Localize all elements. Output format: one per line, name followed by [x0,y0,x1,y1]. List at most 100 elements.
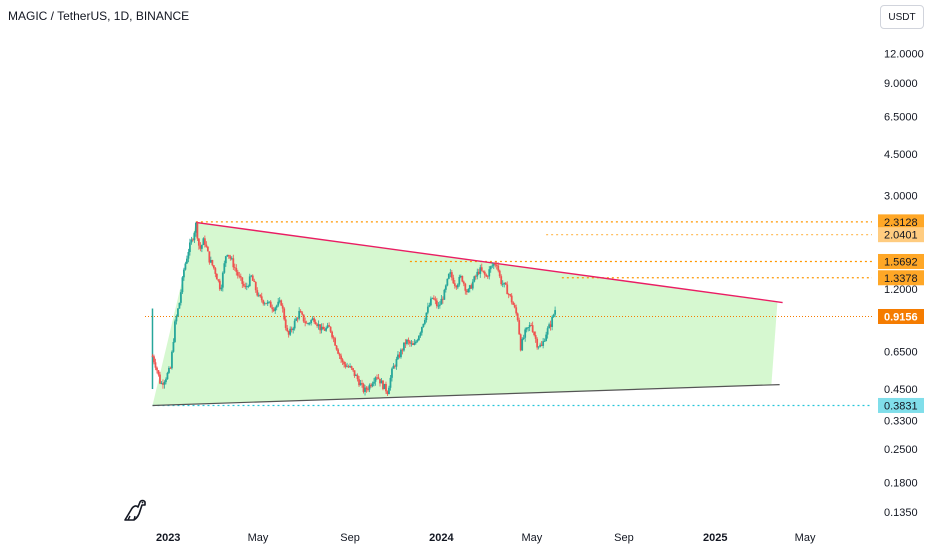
candle-body-166 [400,349,402,358]
candle-body-260 [540,344,543,346]
candle-body-153 [380,380,383,384]
candle-body-10 [166,372,169,380]
candle-body-242 [513,304,516,308]
candle-body-196 [444,285,447,290]
candle-body-265 [548,324,551,329]
candle-body-253 [530,325,533,326]
candle-body-35 [203,238,206,245]
price-badge-4 [878,308,924,324]
candle-body-91 [287,330,290,335]
y-tick-6: 1.2000 [884,284,918,296]
candle-body-67 [251,275,254,281]
candle-body-198 [447,273,450,279]
candle-body-7 [162,383,164,385]
candle-body-117 [326,325,329,328]
candle-body-24 [187,251,190,259]
candle-body-14 [172,341,175,352]
candle-body-155 [383,383,386,390]
candle-body-197 [446,278,449,286]
candle-body-229 [494,264,497,266]
candle-body-160 [391,368,393,378]
x-tick-1: May [248,532,269,544]
candle-body-264 [546,328,549,335]
candle-body-167 [401,349,404,351]
currency-button-label: USDT [888,11,916,23]
x-tick-5: Sep [614,532,634,544]
candle-body-134 [352,368,354,371]
candle-body-239 [509,294,512,296]
candle-body-230 [495,265,498,266]
candle-body-212 [468,285,471,290]
candle-body-237 [506,284,509,295]
candle-body-204 [456,284,459,288]
y-tick-7: 0.6500 [884,346,918,358]
candle-body-90 [286,327,289,331]
candle-body-200 [450,272,453,278]
candle-body-232 [498,270,501,277]
candle-body-248 [522,337,525,339]
y-tick-8: 0.4500 [884,384,918,396]
candle-body-236 [504,282,507,285]
candle-body-231 [497,265,500,271]
candle-body-79 [269,301,272,308]
candle-body-105 [308,323,311,324]
candle-body-64 [247,286,250,287]
candle-body-219 [479,267,482,274]
candle-body-150 [376,377,378,379]
candle-body-268 [552,314,555,317]
candle-body-226 [489,266,492,270]
candle-body-33 [200,245,203,249]
candle-body-29 [194,222,197,233]
currency-button[interactable]: USDT [880,5,924,29]
candle-body-131 [347,366,350,368]
candle-body-15 [174,321,176,342]
price-badge-1 [878,227,924,243]
candle-body-190 [435,300,438,307]
candle-body-162 [394,365,396,367]
candle-body-243 [515,307,518,314]
candle-body-114 [322,326,325,330]
candle-body-172 [409,341,411,344]
candle-body-175 [413,342,416,345]
candle-body-73 [260,296,263,301]
candle-body-107 [311,318,314,321]
candle-body-23 [186,258,188,264]
candle-body-97 [296,318,299,320]
candle-body-49 [224,256,227,264]
candle-body-256 [534,335,537,339]
candle-body-209 [464,283,467,291]
candle-body-16 [175,316,178,322]
candle-body-31 [197,238,200,246]
candle-body-85 [278,300,281,302]
candle-body-205 [458,276,461,285]
candle-body-146 [370,384,372,387]
candle-body-228 [492,264,495,266]
price-badge-2 [878,253,924,269]
candle-body-208 [462,281,465,284]
candle-body-50 [226,254,229,257]
candle-body-27 [191,239,194,241]
candle-body-13 [171,351,173,369]
candle-body-89 [284,319,287,328]
candle-body-252 [528,325,531,328]
candle-body-17 [177,308,179,317]
candle-body-202 [453,283,456,286]
candle-body-191 [437,305,440,307]
candle-body-71 [257,294,260,296]
candle-body-206 [459,275,462,277]
candle-body-76 [265,303,268,305]
candle-body-54 [232,258,235,268]
candle-body-11 [168,367,170,373]
candle-body-251 [527,327,530,329]
y-tick-10: 0.2500 [884,444,918,456]
lower-trendline [152,383,780,407]
candle-body-192 [438,304,441,306]
price-badge-0 [878,214,924,230]
candle-body-161 [392,365,395,369]
candle-body-180 [420,327,423,333]
candle-body-183 [425,312,428,321]
candle-body-266 [549,324,552,327]
y-tick-0: 12.0000 [884,49,924,61]
candle-body-185 [428,305,431,307]
